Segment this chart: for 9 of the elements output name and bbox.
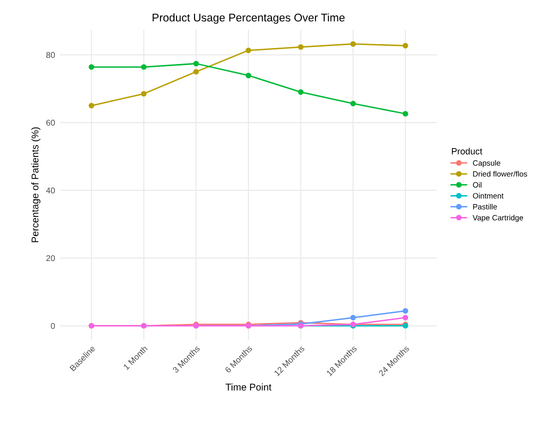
y-tick-label: 20 (46, 255, 55, 262)
legend-title: Product (452, 148, 482, 154)
y-tick-label: 40 (46, 187, 55, 194)
y-axis-title: Percentage of Patients (%) (31, 127, 40, 242)
y-tick-label: 80 (46, 52, 55, 58)
y-tick-label: 0 (50, 322, 55, 329)
y-tick-label: 60 (46, 120, 55, 126)
x-axis-title: Time Point (226, 383, 272, 391)
chart-title: Product Usage Percentages Over Time (152, 13, 345, 24)
